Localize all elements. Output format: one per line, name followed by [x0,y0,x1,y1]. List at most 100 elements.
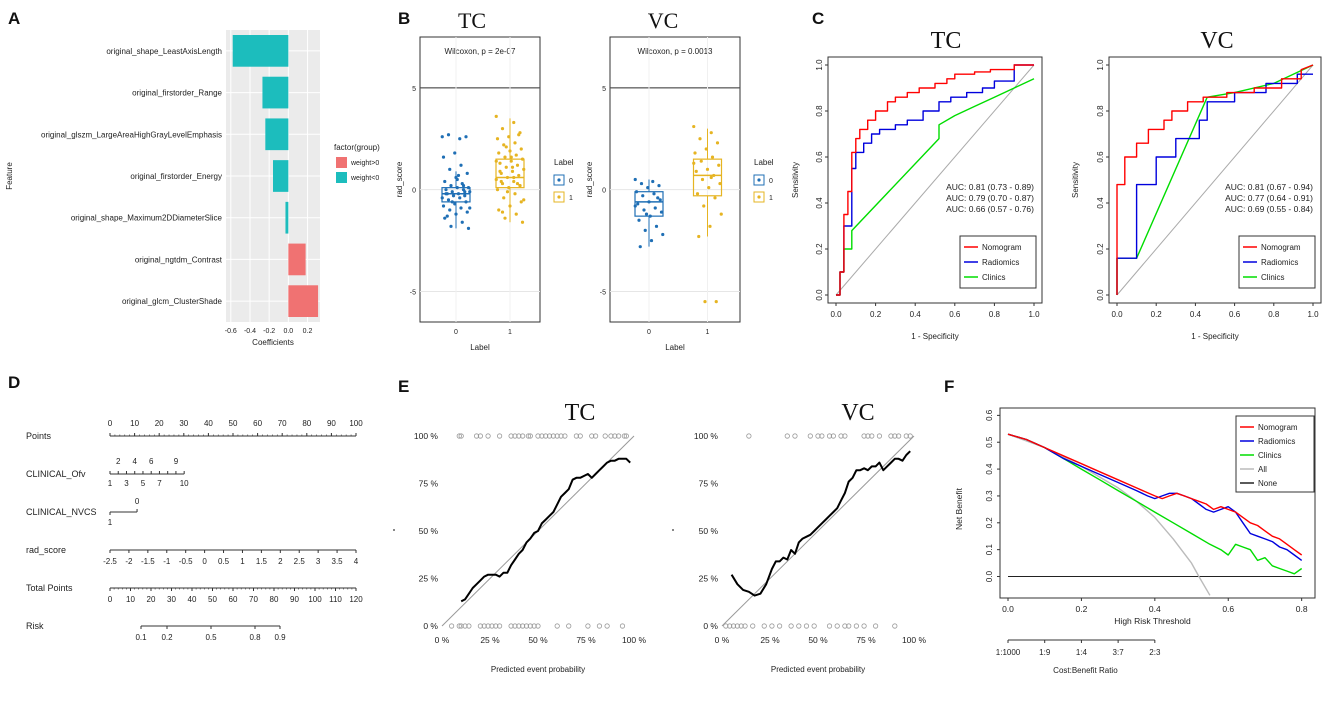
panel-e-rug-top [456,433,462,439]
panel-b-point [513,141,517,145]
panel-f-xtick: 0.0 [1002,604,1014,614]
panel-b-point [518,184,522,188]
panel-b-point [692,161,696,165]
panel-b-point [459,163,463,167]
panel-c-ytick: 1.0 [1096,59,1105,71]
panel-b-point [504,145,508,149]
panel-b-point [692,124,696,129]
panel-b-legend-dot [557,195,561,199]
panel-e-rug-bottom [761,623,767,629]
panel-e-xtick: 50 % [528,635,548,645]
panel-f-ytick: 0.5 [985,436,994,448]
panel-d-tick-label: 2 [116,457,121,466]
panel-b-point [503,155,507,159]
panel-b-point [517,133,521,137]
panel-b-point [502,196,506,200]
panel-b-point [504,165,508,169]
panel-b-point [643,228,647,232]
panel-f-ytick: 0.3 [985,490,994,502]
panel-d-tick-label: 90 [290,595,299,604]
panel-c-ylabel: Sensitivity [1071,162,1080,198]
panel-e-rug-bottom [803,623,810,629]
panel-b-point [661,232,665,237]
panel-b-xtick: 0 [454,329,458,336]
panel-b-point [458,196,462,200]
panel-d-tick-label: 1 [240,557,245,566]
panel-e-rug-bottom [776,623,783,629]
panel-b-ylabel: rad_score [585,161,594,197]
panel-a: -0.6 -0.4 -0.2 0.0 0.2 original_shape_LeastAx… [5,30,380,347]
panel-d-tick-label: 4 [132,457,137,466]
panel-b-ytick: -5 [410,289,416,296]
panel-b-ytick: 0 [602,188,606,195]
panel-d-row-label: Points [26,431,52,441]
panel-d-tick-label: 0.5 [218,557,230,566]
panel-b-point [463,190,467,194]
panel-e-rug-top [746,433,752,439]
panel-b-point [634,190,639,194]
panel-b-point [633,204,637,208]
panel-c-xtick: 0.8 [1268,310,1280,319]
panel-e-dot-mark [393,529,395,531]
panel-c-curve-radiomics [836,64,1034,296]
panel-e-rug-top [573,433,580,439]
panel-b-point [712,173,716,178]
panel-d-row-label: CLINICAL_NVCS [26,507,97,517]
panel-c-ytick: 0.4 [815,197,824,209]
panel-b-legend-dot [757,195,761,199]
panel-e-rug-bottom [892,623,898,629]
panel-e-ytick: 75 % [699,479,719,489]
panel-e-xtick: 0 % [435,635,450,645]
panel-b-point [450,190,454,194]
panel-c-xtick: 0.2 [870,310,882,319]
panel-e-rug-bottom [523,623,530,629]
panel-f-legend-label: Radiomics [1258,437,1295,446]
panel-b-point [653,206,657,210]
panel-f-cb-tick-label: 1:1000 [996,648,1021,657]
panel-e-rug-bottom [512,623,518,629]
panel-c-legend-label: Radiomics [1261,258,1298,267]
panel-e-rug-bottom [520,623,526,629]
panel-d-tick-label: 90 [327,419,336,428]
panel-e-rug-bottom [554,623,560,629]
panel-f-cb-tick-label: 1:9 [1039,648,1051,657]
panel-b-xtick: 1 [706,329,710,336]
panel-f-xtick: 0.4 [1149,604,1161,614]
panel-d-tick-label: 3 [124,479,129,488]
panel-c-ytick: 0.8 [815,105,824,117]
panel-e-rug-bottom [723,623,729,629]
panel-b-point [519,147,523,151]
panel-e-rug-bottom [861,623,867,629]
panel-b-xtick: 0 [647,329,651,336]
panel-e-xtick: 50 % [808,635,828,645]
panel-b-point [509,155,513,159]
panel-b-point [494,177,498,182]
panel-b-point [461,184,466,188]
panel-a-bar [265,118,289,151]
panel-e-rug-top [865,433,871,439]
panel-b-point [512,120,516,125]
panel-e-rug-bottom [826,623,833,629]
panel-d-tick-label: 50 [229,419,238,428]
panel-d-tick-label: -2 [125,557,133,566]
panel-c-xtick: 0.8 [989,310,1001,319]
panel-b-point [703,300,707,304]
panel-f-ylabel: Net Benefit [954,487,964,530]
panel-e-rug-top [869,433,875,439]
panel-d-tick-label: 10 [130,419,139,428]
panel-b-point [444,188,448,192]
panel-c-diagonal [835,64,1035,296]
panel-b-legend-title: Label [754,158,774,167]
panel-a-category-label: original_glcm_ClusterShade [122,297,223,306]
panel-b-point [465,210,469,214]
panel-c-xtick: 1.0 [1307,310,1319,319]
panel-b-point [636,202,640,206]
panel-e-rug-bottom [872,623,879,629]
panel-b-title: VC [648,8,679,33]
panel-c-ytick: 0.0 [815,289,824,301]
panel-e-rug-bottom [493,623,499,629]
panel-a-xtick: -0.4 [244,328,256,335]
panel-d-tick-label: 0 [108,595,113,604]
panel-b-legend-label: 0 [569,178,573,185]
panel-e-rug-top [892,433,898,439]
